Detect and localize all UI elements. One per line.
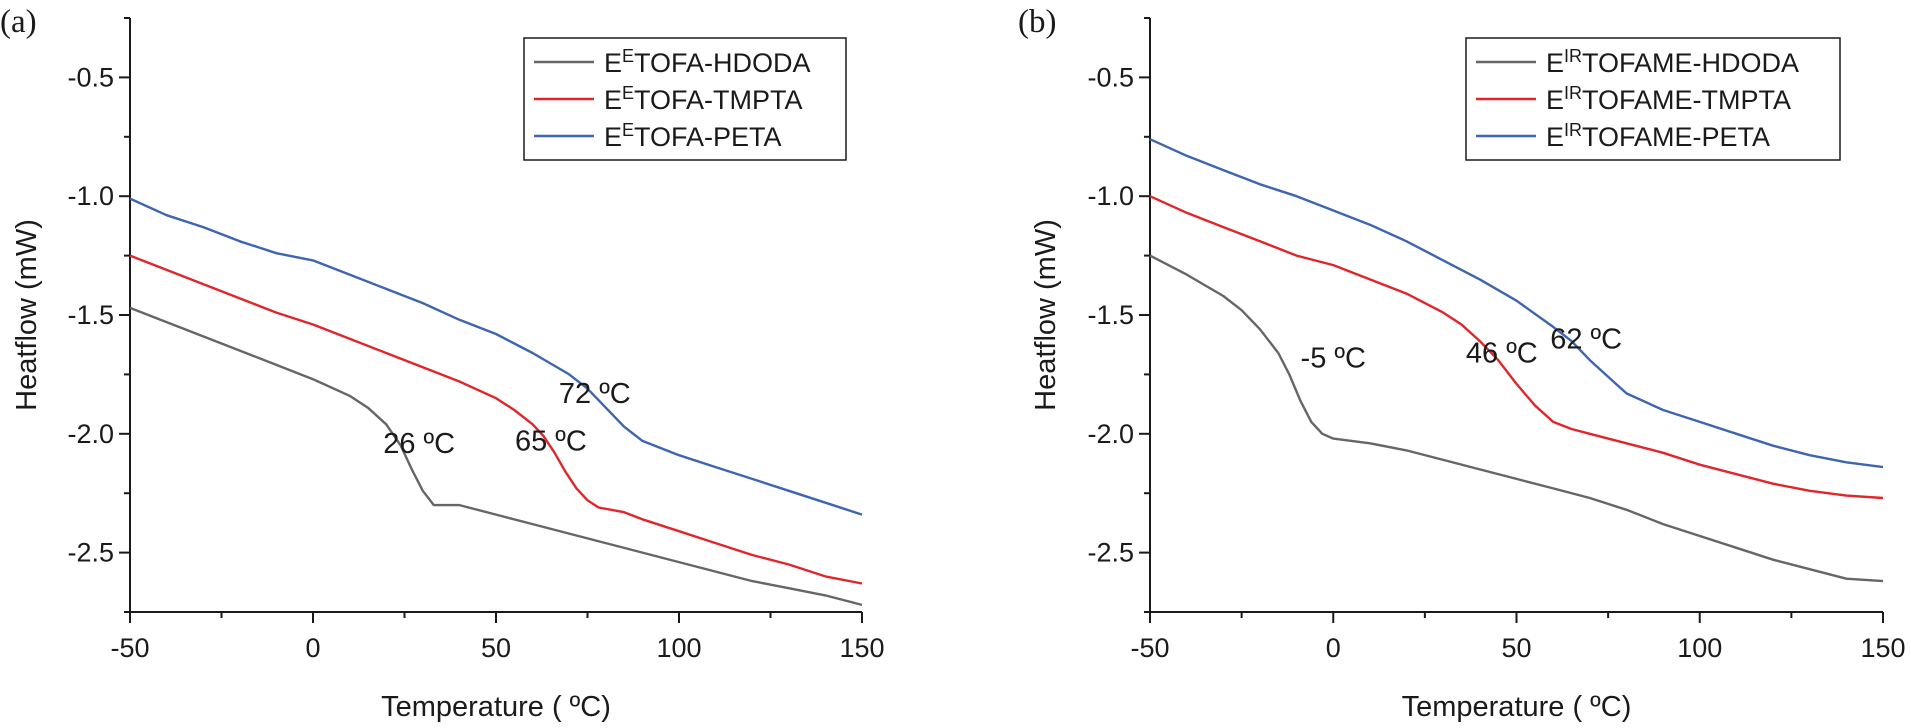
legend-name-base: E bbox=[1546, 85, 1564, 115]
legend-name-base: E bbox=[1546, 48, 1564, 78]
x-axis-label: Temperature ( ºC) bbox=[381, 691, 611, 723]
annotation-label: 65 ºC bbox=[515, 425, 587, 457]
y-tick-label: -0.5 bbox=[1087, 62, 1134, 92]
y-tick-label: -1.0 bbox=[67, 181, 114, 211]
series-line-3 bbox=[1149, 138, 1884, 469]
x-tick-label: 150 bbox=[839, 633, 884, 663]
annotation-label: 26 ºC bbox=[383, 428, 455, 460]
legend-name-sup: E bbox=[622, 83, 634, 103]
x-tick-label: 50 bbox=[481, 633, 511, 663]
x-tick-label: 0 bbox=[305, 633, 320, 663]
legend-name-sup: IR bbox=[1564, 83, 1582, 103]
annotation-label: 72 ºC bbox=[559, 378, 631, 410]
y-tick-label: -2.5 bbox=[1087, 538, 1134, 568]
legend-name-rest: TOFA-TMPTA bbox=[634, 85, 803, 115]
panel-label: (a) bbox=[0, 4, 37, 40]
x-tick-label: 100 bbox=[1677, 633, 1722, 663]
series-line-1 bbox=[129, 306, 863, 607]
legend-name-base: E bbox=[1546, 122, 1564, 152]
y-tick-label: -2.5 bbox=[67, 538, 114, 568]
annotation-label: 62 ºC bbox=[1550, 323, 1622, 355]
legend: EIRTOFAME-HDODAEIRTOFAME-TMPTAEIRTOFAME-… bbox=[1465, 37, 1841, 161]
legend-name-sup: IR bbox=[1564, 46, 1582, 66]
x-tick-label: 150 bbox=[1860, 633, 1905, 663]
y-tick-label: -2.0 bbox=[1087, 419, 1134, 449]
y-tick-label: -1.0 bbox=[1087, 181, 1134, 211]
y-axis-label: Heatflow (mW) bbox=[1030, 219, 1062, 411]
legend-entry-2: EIRTOFAME-TMPTA bbox=[1546, 83, 1791, 115]
legend-name-sup: E bbox=[622, 120, 634, 140]
chart-panel-2: (b) -50 0 50 100 150 -0.5 -1.0 -1.5 -2.0 -2.5 Tempe… bbox=[1018, 4, 1906, 723]
legend-name-rest: TOFAME-HDODA bbox=[1582, 48, 1799, 78]
legend-name-rest: TOFA-HDODA bbox=[634, 48, 811, 78]
legend-name-base: E bbox=[604, 48, 622, 78]
y-tick-label: -1.5 bbox=[1087, 300, 1134, 330]
legend-name-rest: TOFA-PETA bbox=[634, 122, 782, 152]
x-tick-label: 100 bbox=[656, 633, 701, 663]
x-tick-label: -50 bbox=[1130, 633, 1169, 663]
chart-panel-1: (a) -50 0 50 100 150 -0.5 -1.0 -1.5 -2.0 -2.5 Tempe… bbox=[0, 4, 885, 723]
legend-name-sup: E bbox=[622, 46, 634, 66]
legend-name-rest: TOFAME-TMPTA bbox=[1582, 85, 1791, 115]
y-tick-label: -2.0 bbox=[67, 419, 114, 449]
legend-name-rest: TOFAME-PETA bbox=[1582, 122, 1770, 152]
legend-name-base: E bbox=[604, 122, 622, 152]
legend-name-base: E bbox=[604, 85, 622, 115]
series-line-2 bbox=[129, 254, 863, 585]
legend-name-sup: IR bbox=[1564, 120, 1582, 140]
legend-entry-3: EIRTOFAME-PETA bbox=[1546, 120, 1770, 152]
x-tick-label: 0 bbox=[1326, 633, 1341, 663]
y-tick-label: -1.5 bbox=[67, 300, 114, 330]
legend-entry-1: EIRTOFAME-HDODA bbox=[1546, 46, 1799, 78]
legend-entry-2: EETOFA-TMPTA bbox=[604, 83, 803, 115]
x-axis-label: Temperature ( ºC) bbox=[1402, 691, 1632, 723]
annotation-label: 46 ºC bbox=[1466, 338, 1538, 370]
y-tick-label: -0.5 bbox=[67, 62, 114, 92]
legend-entry-1: EETOFA-HDODA bbox=[604, 46, 811, 78]
x-tick-label: 50 bbox=[1501, 633, 1531, 663]
series-line-2 bbox=[1149, 195, 1884, 500]
panel-label: (b) bbox=[1018, 4, 1056, 40]
y-axis-label: Heatflow (mW) bbox=[11, 219, 43, 411]
series-line-1 bbox=[1149, 254, 1884, 583]
series-line-3 bbox=[129, 197, 863, 516]
x-tick-label: -50 bbox=[110, 633, 149, 663]
legend-entry-3: EETOFA-PETA bbox=[604, 120, 782, 152]
annotation-label: -5 ºC bbox=[1301, 342, 1366, 374]
